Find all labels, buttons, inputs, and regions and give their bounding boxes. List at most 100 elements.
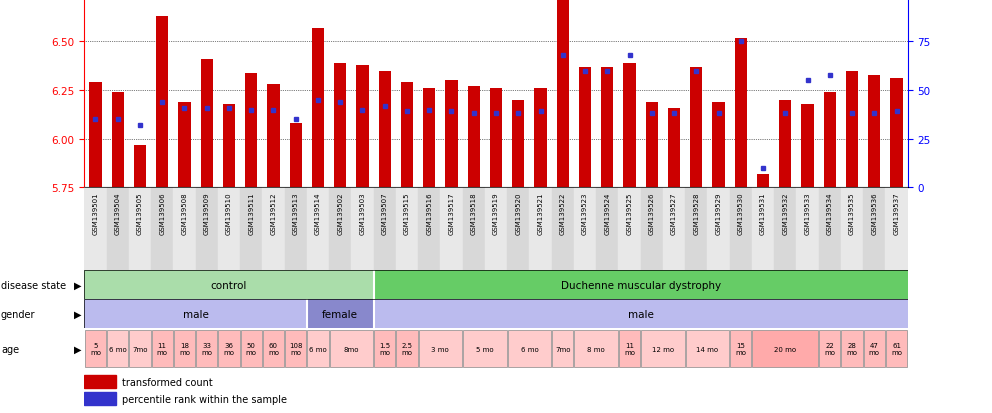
Text: 36
mo: 36 mo [223,342,234,356]
Bar [823,93,836,188]
Bar [285,330,307,368]
Bar [290,124,302,188]
Bar [557,0,568,188]
Text: 11
mo: 11 mo [157,342,168,356]
Bar [308,330,328,368]
Bar [868,75,881,188]
Text: GSM139535: GSM139535 [849,192,855,235]
Bar [886,330,908,368]
Bar [356,66,369,188]
Text: GSM139529: GSM139529 [715,192,721,235]
Bar [374,271,908,299]
Text: 14 mo: 14 mo [696,346,718,352]
Bar [196,330,217,368]
Bar [307,188,329,271]
Text: GSM139512: GSM139512 [271,192,277,235]
Bar [596,188,618,271]
Text: 60
mo: 60 mo [268,342,279,356]
Bar [200,60,213,188]
Bar [374,330,396,368]
Bar [779,100,792,188]
Bar [374,299,908,328]
Bar [646,102,658,188]
Text: GSM139511: GSM139511 [248,192,254,235]
Bar [623,64,636,188]
Text: GSM139533: GSM139533 [805,192,810,235]
Text: GSM139507: GSM139507 [382,192,388,235]
Text: GSM139525: GSM139525 [627,192,633,234]
Text: 47
mo: 47 mo [869,342,880,356]
Text: female: female [322,309,358,319]
Bar [111,93,124,188]
Text: 7mo: 7mo [132,346,148,352]
Bar [401,83,413,188]
Text: GSM139528: GSM139528 [693,192,699,235]
Bar [329,330,373,368]
Text: GSM139518: GSM139518 [471,192,477,235]
Bar [490,89,502,188]
Bar [106,188,129,271]
Text: GSM139506: GSM139506 [159,192,166,235]
Bar [334,64,346,188]
Text: GSM139509: GSM139509 [203,192,209,235]
Text: 3 mo: 3 mo [432,346,449,352]
Bar [440,188,462,271]
Text: GSM139505: GSM139505 [137,192,143,235]
Bar [841,330,863,368]
Text: 20 mo: 20 mo [774,346,797,352]
Bar [553,330,573,368]
Bar [174,188,195,271]
Text: control: control [210,280,247,290]
Bar [218,330,240,368]
Bar [819,330,840,368]
Bar [379,71,391,188]
Bar [512,100,525,188]
Text: 2.5
mo: 2.5 mo [402,342,413,356]
Text: GSM139534: GSM139534 [826,192,833,235]
Bar [374,188,396,271]
Bar [156,17,169,188]
Bar [445,81,457,188]
Bar [752,330,818,368]
Text: 1.5
mo: 1.5 mo [379,342,390,356]
Bar [174,330,195,368]
Bar [818,188,841,271]
Text: 6 mo: 6 mo [310,346,326,352]
Bar [841,188,863,271]
Text: GSM139531: GSM139531 [760,192,766,235]
Bar [268,85,280,188]
Bar [507,188,530,271]
Bar [757,174,769,188]
Bar [707,188,730,271]
Bar [712,102,724,188]
Text: GSM139524: GSM139524 [604,192,610,234]
Text: ▶: ▶ [74,309,82,319]
Bar [397,330,418,368]
Bar [535,89,547,188]
Text: GSM139513: GSM139513 [293,192,299,235]
Text: GSM139526: GSM139526 [649,192,655,235]
Text: 108
mo: 108 mo [289,342,303,356]
Bar [285,188,307,271]
Bar [530,188,552,271]
Text: GSM139515: GSM139515 [404,192,410,235]
Bar [419,330,462,368]
Bar [152,330,173,368]
Bar [245,74,257,188]
Text: 7mo: 7mo [555,346,570,352]
Text: 6 mo: 6 mo [109,346,127,352]
Bar [574,330,618,368]
Text: percentile rank within the sample: percentile rank within the sample [122,394,287,404]
Text: GSM139523: GSM139523 [582,192,588,235]
Bar [685,188,707,271]
Text: Duchenne muscular dystrophy: Duchenne muscular dystrophy [560,280,721,290]
Text: GSM139501: GSM139501 [92,192,98,235]
Bar [195,188,218,271]
Text: GSM139532: GSM139532 [783,192,789,235]
Bar [730,330,752,368]
Bar [735,38,747,188]
Text: GSM139536: GSM139536 [871,192,877,235]
Text: 5 mo: 5 mo [476,346,494,352]
Text: GSM139537: GSM139537 [894,192,900,235]
Bar [240,330,262,368]
